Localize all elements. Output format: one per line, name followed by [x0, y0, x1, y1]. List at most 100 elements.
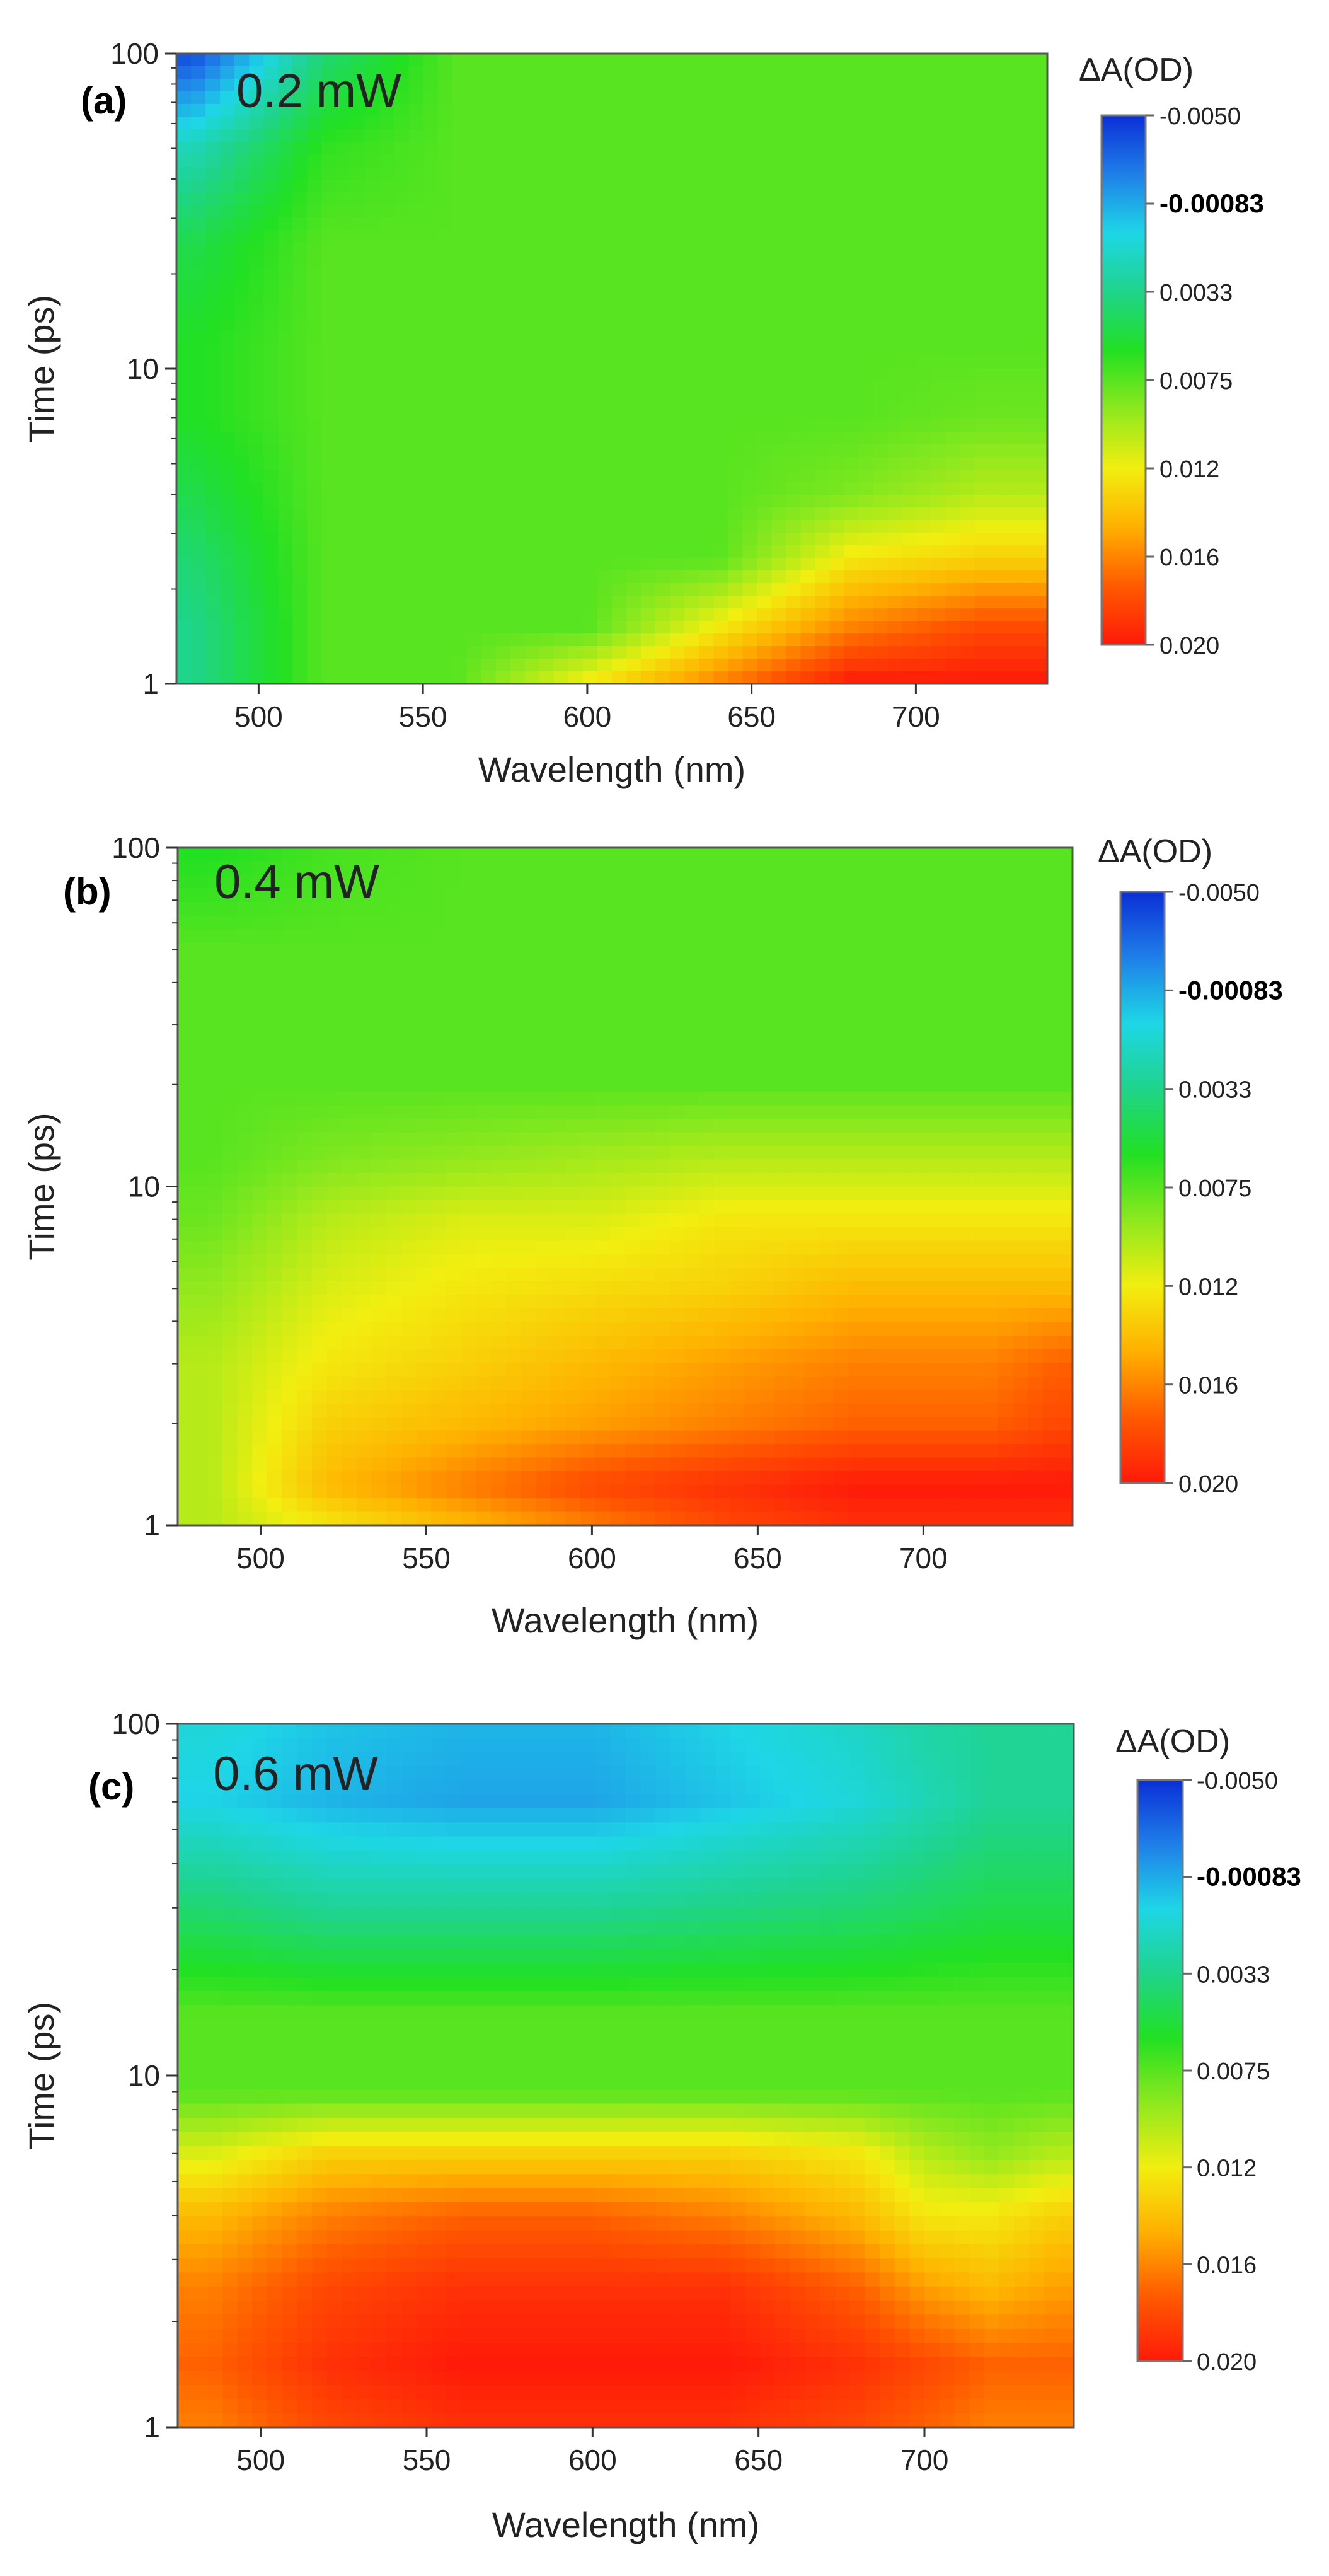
panel-b-heatmap-cell	[342, 1159, 357, 1174]
panel-a-heatmap-cell	[539, 583, 555, 596]
panel-a-heatmap-cell	[524, 217, 540, 231]
panel-b-heatmap-cell	[371, 1173, 388, 1187]
panel-a-heatmap-cell	[249, 180, 264, 193]
panel-b-heatmap-cell	[640, 969, 656, 984]
panel-a-heatmap-cell	[626, 192, 641, 205]
panel-a-heatmap-cell	[568, 444, 584, 458]
panel-a-heatmap-cell	[394, 154, 410, 168]
panel-a-heatmap-cell	[278, 293, 294, 306]
panel-a-heatmap-cell	[336, 180, 352, 193]
panel-a-heatmap-cell	[742, 394, 758, 407]
panel-b-heatmap-cell	[237, 929, 253, 944]
panel-a-heatmap-cell	[757, 54, 773, 67]
panel-a-heatmap-cell	[539, 280, 555, 294]
panel-a-heatmap-cell	[641, 407, 656, 420]
panel-b-heatmap-cell	[297, 969, 313, 984]
panel-b-heatmap-cell	[1013, 1268, 1028, 1282]
panel-b-heatmap-cell	[476, 1092, 492, 1106]
panel-a-heatmap-cell	[916, 54, 932, 67]
panel-a-heatmap-cell	[786, 129, 802, 142]
panel-a-heatmap-cell	[205, 293, 221, 306]
panel-a-heatmap-cell	[292, 608, 308, 621]
panel-a-heatmap-cell	[350, 356, 366, 369]
panel-a-heatmap-cell	[1018, 419, 1033, 432]
panel-a-heatmap-cell	[568, 369, 584, 382]
panel-b-heatmap-cell	[938, 983, 954, 998]
panel-a-heatmap-cell	[321, 79, 337, 92]
panel-b-heatmap-cell	[312, 1173, 328, 1187]
panel-a-heatmap-cell	[510, 570, 526, 584]
panel-a-heatmap-cell	[176, 369, 192, 382]
panel-b-heatmap-cell	[178, 1268, 193, 1282]
panel-b-heatmap-cell	[357, 1213, 372, 1228]
panel-b-heatmap-cell	[491, 915, 507, 930]
panel-b-heatmap-cell	[998, 888, 1014, 903]
panel-a-heatmap-cell	[699, 659, 715, 672]
panel-b-heatmap-cell	[446, 1092, 462, 1106]
panel-b-heatmap-cell	[804, 1037, 820, 1052]
panel-a-heatmap-cell	[742, 167, 758, 180]
panel-a-heatmap-cell	[191, 205, 206, 218]
panel-a-heatmap-cell	[974, 280, 990, 294]
panel-a-heatmap-cell	[292, 482, 308, 495]
panel-a-heatmap-cell	[989, 154, 1004, 168]
panel-a-heatmap-cell	[582, 79, 598, 92]
panel-b-heatmap-cell	[505, 861, 522, 875]
panel-a-heatmap-cell	[931, 608, 946, 621]
panel-a-heatmap-cell	[597, 621, 613, 634]
panel-a-heatmap-cell	[278, 419, 294, 432]
panel-b-heatmap-cell	[536, 1227, 551, 1242]
panel-b-heatmap-cell	[744, 929, 760, 944]
panel-a-heatmap-cell	[437, 117, 453, 130]
panel-a-ytick-label: 10	[127, 352, 159, 385]
panel-a-heatmap-cell	[1032, 646, 1048, 659]
panel-b-heatmap-cell	[505, 969, 522, 984]
panel-a-heatmap-cell	[902, 621, 918, 634]
panel-a-heatmap-cell	[176, 54, 192, 67]
panel-b-heatmap-cell	[819, 942, 835, 957]
panel-b-heatmap-cell	[774, 1268, 790, 1282]
panel-a-heatmap-cell	[263, 66, 279, 79]
panel-a-heatmap-cell	[423, 394, 439, 407]
panel-a-heatmap-cell	[278, 659, 294, 672]
panel-b-heatmap-cell	[1057, 1146, 1073, 1160]
panel-a-heatmap-cell	[466, 79, 482, 92]
panel-a-heatmap-cell	[858, 394, 874, 407]
panel-a-heatmap-cell	[887, 217, 903, 231]
panel-b-heatmap-cell	[655, 1092, 670, 1106]
panel-a-heatmap-cell	[321, 154, 337, 168]
panel-b-heatmap-cell	[491, 1024, 507, 1038]
panel-a-heatmap-cell	[902, 507, 918, 521]
panel-b-heatmap-cell	[267, 902, 283, 916]
panel-b-heatmap-cell	[1042, 1186, 1059, 1201]
panel-b-heatmap-cell	[505, 1132, 522, 1146]
panel-b-heatmap-cell	[550, 969, 567, 984]
panel-a-heatmap-cell	[945, 596, 961, 609]
panel-b-heatmap-cell	[491, 1227, 507, 1242]
panel-b-heatmap-cell	[565, 1186, 581, 1201]
panel-a-heatmap-cell	[524, 344, 540, 357]
panel-a-heatmap-cell	[495, 633, 511, 647]
panel-a-heatmap-cell	[408, 470, 424, 483]
panel-b-heatmap-cell	[267, 1065, 283, 1079]
panel-b-heatmap-cell	[968, 1119, 984, 1133]
panel-a-heatmap-cell	[408, 79, 424, 92]
panel-a-heatmap-cell	[626, 570, 641, 584]
panel-a-heatmap-cell	[249, 154, 264, 168]
panel-a-heatmap-cell	[945, 407, 961, 420]
panel-a-heatmap-cell	[626, 180, 641, 193]
panel-b-heatmap-cell	[968, 861, 984, 875]
panel-a-heatmap-cell	[379, 646, 395, 659]
panel-b-heatmap-cell	[521, 983, 536, 998]
panel-a-heatmap-cell	[307, 407, 323, 420]
panel-a-heatmap-cell	[670, 331, 685, 344]
panel-b-heatmap-cell	[580, 1146, 596, 1160]
panel-b-heatmap-cell	[684, 1173, 701, 1187]
panel-a-heatmap-cell	[408, 633, 424, 647]
panel-b-heatmap-cell	[222, 996, 238, 1011]
panel-b-heatmap-cell	[863, 861, 880, 875]
panel-b-heatmap-cell	[461, 1119, 477, 1133]
panel-a-heatmap-cell	[379, 117, 395, 130]
panel-a-heatmap-cell	[539, 154, 555, 168]
panel-a-heatmap-cell	[423, 633, 439, 647]
